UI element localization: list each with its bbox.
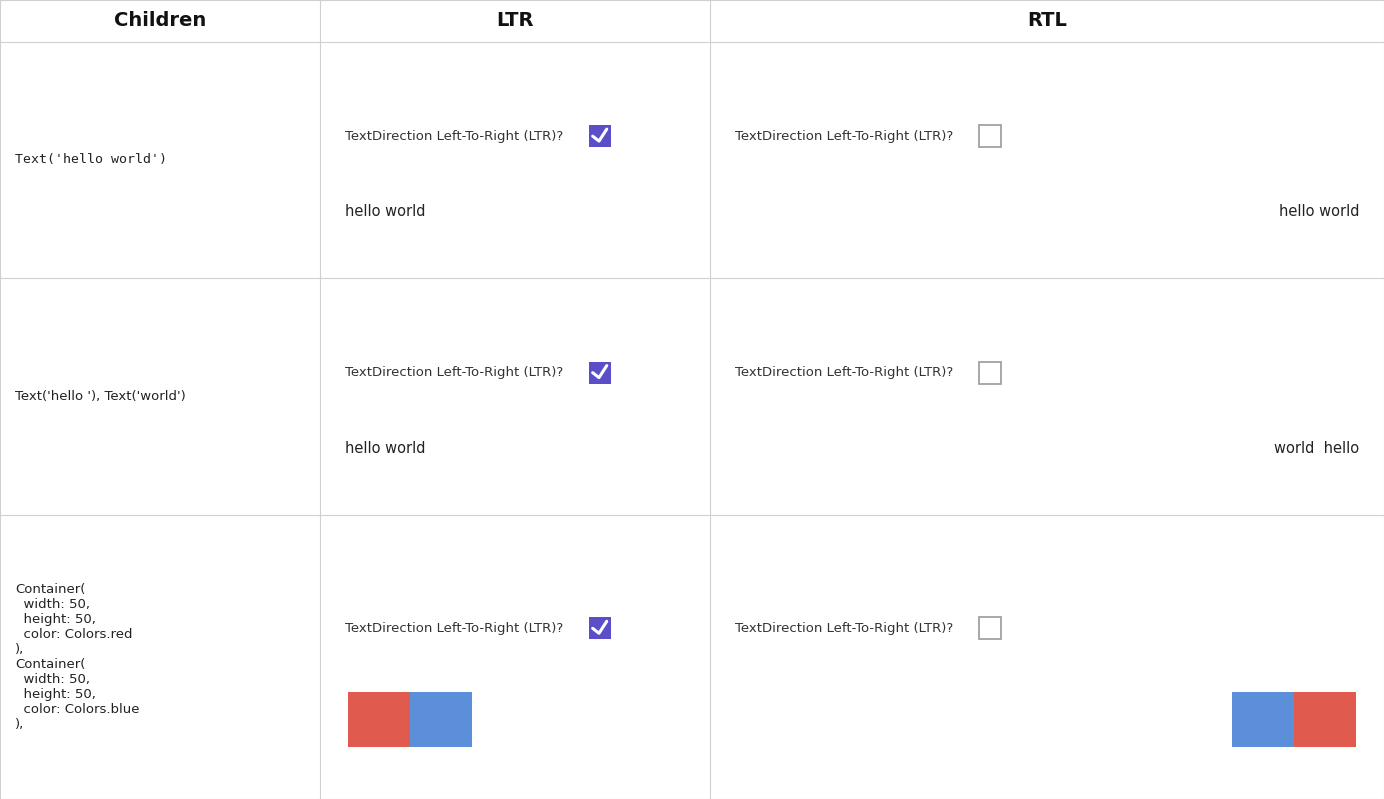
Text: hello world: hello world [345,205,425,220]
FancyBboxPatch shape [978,125,1001,147]
Text: Text('hello '), Text('world'): Text('hello '), Text('world') [15,390,185,403]
FancyBboxPatch shape [1232,692,1294,747]
Text: world  hello: world hello [1273,441,1359,456]
Text: hello world: hello world [1279,205,1359,220]
Text: Children: Children [113,11,206,30]
Text: Container(
  width: 50,
  height: 50,
  color: Colors.red
),
Container(
  width:: Container( width: 50, height: 50, color:… [15,582,140,731]
FancyBboxPatch shape [410,692,472,747]
Text: hello world: hello world [345,441,425,456]
Text: RTL: RTL [1027,11,1067,30]
FancyBboxPatch shape [1294,692,1356,747]
Text: TextDirection Left-To-Right (LTR)?: TextDirection Left-To-Right (LTR)? [345,129,563,143]
Text: TextDirection Left-To-Right (LTR)?: TextDirection Left-To-Right (LTR)? [345,622,563,635]
FancyBboxPatch shape [588,618,610,639]
Text: LTR: LTR [495,11,534,30]
Text: TextDirection Left-To-Right (LTR)?: TextDirection Left-To-Right (LTR)? [735,366,954,380]
FancyBboxPatch shape [588,362,610,384]
FancyBboxPatch shape [347,692,410,747]
Text: TextDirection Left-To-Right (LTR)?: TextDirection Left-To-Right (LTR)? [735,622,954,635]
FancyBboxPatch shape [978,362,1001,384]
Text: Text('hello world'): Text('hello world') [15,153,167,166]
Text: TextDirection Left-To-Right (LTR)?: TextDirection Left-To-Right (LTR)? [345,366,563,380]
FancyBboxPatch shape [978,618,1001,639]
FancyBboxPatch shape [588,125,610,147]
Text: TextDirection Left-To-Right (LTR)?: TextDirection Left-To-Right (LTR)? [735,129,954,143]
